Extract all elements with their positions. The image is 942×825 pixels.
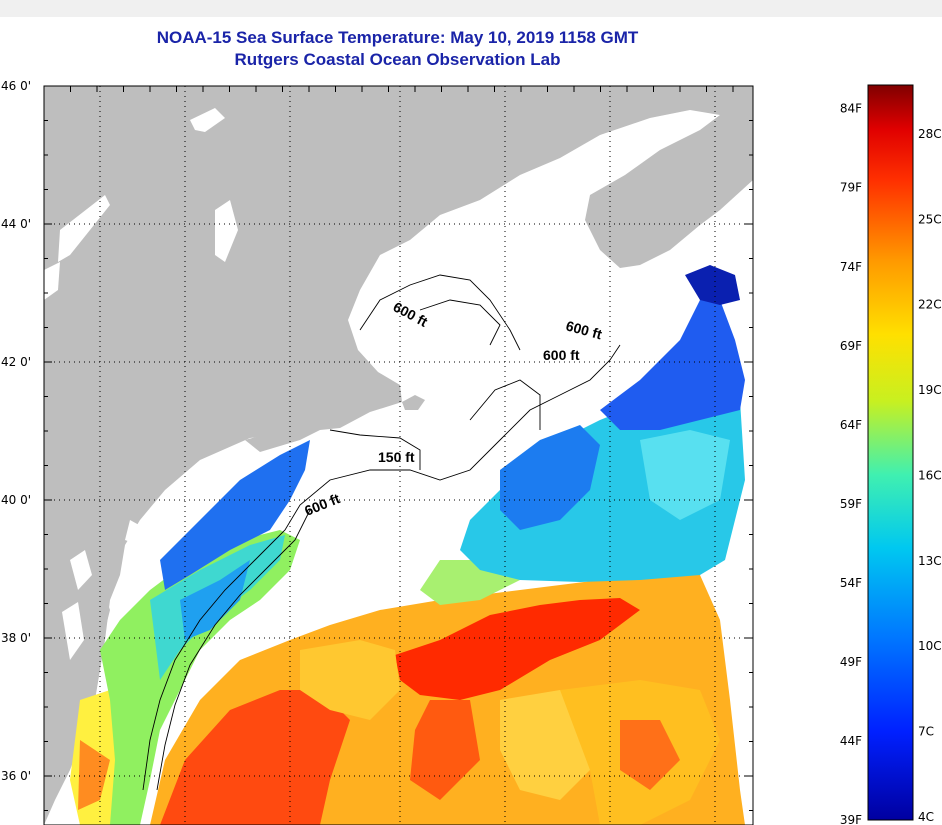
graticule (44, 86, 753, 825)
colorbar-c-label: 7C (918, 724, 934, 738)
sst-warm-region (70, 572, 745, 825)
latitude-labels: 46 0' 44 0' 42 0' 40 0' 38 0' 36 0' (1, 79, 31, 783)
colorbar-c-label: 4C (918, 810, 934, 824)
colorbar-fahrenheit-labels: 84F 79F 74F 69F 64F 59F 54F 49F 44F 39F (840, 102, 862, 825)
map-title: NOAA-15 Sea Surface Temperature: May 10,… (156, 28, 639, 47)
colorbar-f-label: 44F (840, 734, 862, 748)
colorbar-f-label: 59F (840, 497, 862, 511)
colorbar-f-label: 69F (840, 339, 862, 353)
colorbar-f-label: 84F (840, 102, 862, 116)
colorbar: 84F 79F 74F 69F 64F 59F 54F 49F 44F 39F 28C 25C 22C… (840, 84, 942, 825)
bathymetry-contours (142, 274, 621, 791)
map-panel: 600 ft 600 ft 600 ft 150 ft 600 ft (44, 86, 753, 825)
latitude-ticks (43, 85, 753, 811)
colorbar-f-label: 39F (840, 813, 862, 825)
window-top-strip (0, 0, 942, 17)
colorbar-f-label: 74F (840, 260, 862, 274)
map-subtitle: Rutgers Coastal Ocean Observation Lab (234, 50, 561, 69)
sst-cool-region (460, 265, 745, 582)
colorbar-f-label: 64F (840, 418, 862, 432)
colorbar-f-label: 49F (840, 655, 862, 669)
colorbar-c-label: 10C (918, 639, 942, 653)
latitude-label: 46 0' (1, 79, 31, 93)
colorbar-c-label: 22C (918, 298, 942, 312)
colorbar-c-label: 16C (918, 468, 942, 482)
colorbar-c-label: 13C (918, 554, 942, 568)
latitude-label: 42 0' (1, 355, 31, 369)
colorbar-c-label: 25C (918, 212, 942, 226)
latitude-label: 40 0' (1, 493, 31, 507)
contour-label: 150 ft (378, 449, 415, 465)
latitude-label: 38 0' (1, 631, 31, 645)
colorbar-celsius-labels: 28C 25C 22C 19C 16C 13C 10C 7C 4C (918, 127, 942, 824)
colorbar-gradient (867, 84, 914, 821)
latitude-label: 44 0' (1, 217, 31, 231)
latitude-label: 36 0' (1, 769, 31, 783)
map-frame (43, 85, 754, 825)
colorbar-c-label: 28C (918, 127, 942, 141)
sst-inshore-cool (160, 440, 310, 640)
land (44, 86, 753, 825)
colorbar-f-label: 79F (840, 181, 862, 195)
contour-label: 600 ft (543, 347, 580, 363)
colorbar-c-label: 19C (918, 383, 942, 397)
inland-waters (44, 108, 238, 660)
colorbar-f-label: 54F (840, 576, 862, 590)
